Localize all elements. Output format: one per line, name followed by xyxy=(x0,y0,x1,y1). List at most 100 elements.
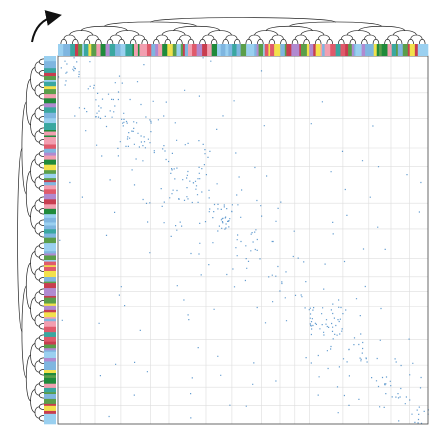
color-stripe xyxy=(44,348,56,351)
color-stripe xyxy=(192,44,197,56)
color-stripe xyxy=(44,295,56,298)
color-stripe xyxy=(280,44,286,56)
color-stripe xyxy=(322,44,325,56)
color-stripe xyxy=(44,64,56,69)
color-stripe xyxy=(44,281,56,284)
color-stripe xyxy=(44,405,56,412)
color-stripe xyxy=(376,44,380,56)
color-stripe xyxy=(44,375,56,379)
color-stripe xyxy=(330,44,336,56)
top-dendrogram xyxy=(60,17,426,45)
color-stripe xyxy=(167,44,174,56)
color-stripe xyxy=(359,44,362,56)
color-stripe xyxy=(44,413,56,420)
color-stripe xyxy=(378,44,382,56)
color-stripe xyxy=(44,317,56,320)
color-stripe xyxy=(211,44,218,56)
color-stripe xyxy=(44,237,56,244)
color-stripe xyxy=(44,261,56,266)
color-stripe xyxy=(268,44,271,56)
color-stripe xyxy=(207,44,212,56)
color-stripe xyxy=(44,321,56,328)
color-stripe xyxy=(236,44,241,56)
color-stripe xyxy=(414,44,419,56)
color-stripe xyxy=(44,204,56,210)
color-stripe xyxy=(315,44,321,56)
color-stripe xyxy=(313,44,316,56)
color-stripe xyxy=(44,303,56,307)
color-stripe xyxy=(44,351,56,357)
color-stripe xyxy=(44,356,56,359)
color-stripe xyxy=(44,253,56,256)
color-stripe xyxy=(44,394,56,400)
color-stripe xyxy=(44,297,56,304)
color-stripe xyxy=(44,332,56,338)
color-stripe xyxy=(44,68,56,74)
color-stripe xyxy=(44,170,56,175)
color-stripe xyxy=(44,398,56,405)
color-stripe xyxy=(44,336,56,342)
color-stripe xyxy=(44,222,56,226)
color-stripe xyxy=(345,44,349,56)
top-color-bar xyxy=(58,44,429,56)
color-stripe xyxy=(44,185,56,190)
color-stripe xyxy=(44,112,56,119)
color-stripe xyxy=(44,159,56,165)
color-stripe xyxy=(44,373,56,376)
color-stripe xyxy=(391,44,397,56)
color-stripe xyxy=(44,312,56,318)
color-stripe xyxy=(125,44,128,56)
color-stripe xyxy=(232,44,237,56)
color-stripe xyxy=(44,255,56,261)
color-stripe xyxy=(44,305,56,311)
color-stripe xyxy=(44,326,56,333)
color-stripe xyxy=(82,44,85,56)
color-stripe xyxy=(196,44,203,56)
color-stripe xyxy=(225,44,229,56)
color-stripe xyxy=(423,44,429,56)
color-stripe xyxy=(44,81,56,87)
color-stripe xyxy=(254,44,257,56)
color-stripe xyxy=(44,365,56,371)
color-stripe xyxy=(144,44,148,56)
color-stripe xyxy=(44,229,56,234)
color-stripe xyxy=(44,131,56,136)
color-stripe xyxy=(44,61,56,65)
arrow xyxy=(31,10,62,43)
color-stripe xyxy=(409,44,416,56)
color-stripe xyxy=(44,251,56,254)
color-stripe xyxy=(277,44,281,56)
color-stripe xyxy=(44,293,56,297)
color-stripe xyxy=(88,44,92,56)
color-stripe xyxy=(44,288,56,294)
color-stripe xyxy=(396,44,399,56)
color-stripe xyxy=(180,44,184,56)
color-stripe xyxy=(240,44,247,56)
color-stripe xyxy=(306,44,310,56)
color-stripe xyxy=(109,44,116,56)
color-stripe xyxy=(44,180,56,183)
color-stripe xyxy=(44,217,56,223)
color-stripe xyxy=(127,44,133,56)
color-stripe xyxy=(182,44,186,56)
color-stripe xyxy=(44,350,56,353)
color-stripe xyxy=(70,44,76,56)
color-stripe xyxy=(381,44,388,56)
color-stripe xyxy=(44,155,56,160)
color-stripe xyxy=(44,107,56,114)
color-stripe xyxy=(176,44,182,56)
color-stripe xyxy=(44,148,56,153)
color-stripe xyxy=(137,44,140,56)
color-stripe xyxy=(91,44,97,56)
color-stripe xyxy=(44,142,56,145)
color-stripe xyxy=(44,361,56,366)
color-stripe xyxy=(100,44,106,56)
color-stripe xyxy=(44,89,56,95)
color-stripe xyxy=(291,44,298,56)
color-stripe xyxy=(44,137,56,143)
color-stripe xyxy=(351,44,355,56)
color-stripe xyxy=(44,86,56,90)
color-stripe xyxy=(44,72,56,77)
